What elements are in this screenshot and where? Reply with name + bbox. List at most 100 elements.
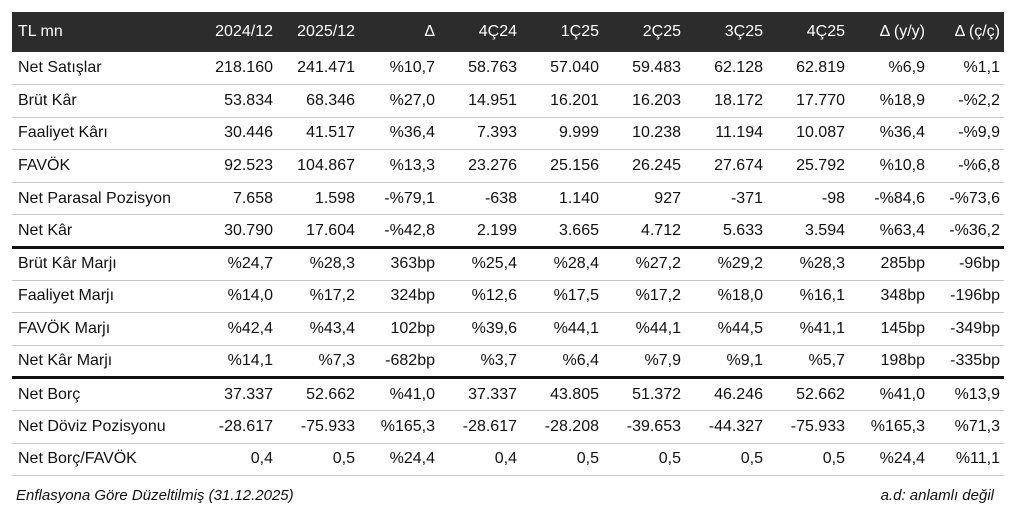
table-cell: 27.674 xyxy=(714,157,763,175)
table-cell: %17,2 xyxy=(635,287,681,305)
table-cell: 145bp xyxy=(880,320,926,338)
table-cell: %1,1 xyxy=(963,59,1000,77)
table-header: TL mn 2024/12 2025/12 Δ 4Ç24 1Ç25 2Ç25 3… xyxy=(12,12,1004,52)
table-cell: %10,7 xyxy=(389,59,435,77)
table-cell: %28,3 xyxy=(767,246,849,281)
table-cell: 37.337 xyxy=(197,376,277,411)
column-header: 2025/12 xyxy=(297,23,355,40)
row-label: Faaliyet Kârı xyxy=(18,124,108,142)
table-cell: 26.245 xyxy=(632,157,681,175)
table-cell: 7.658 xyxy=(232,189,273,207)
table-cell: -75.933 xyxy=(790,417,845,435)
table-cell: 62.819 xyxy=(796,59,845,77)
column-header: Δ xyxy=(424,23,435,40)
table-cell: -96bp xyxy=(929,246,1004,281)
row-label: Brüt Kâr xyxy=(18,91,77,109)
table-cell: -%2,2 xyxy=(958,91,1000,109)
table-cell: 52.662 xyxy=(277,376,359,411)
table-cell: %10,8 xyxy=(879,157,925,175)
table-cell: %24,7 xyxy=(197,246,277,281)
table-cell: -28.617 xyxy=(218,417,273,435)
table-cell: 1.140 xyxy=(558,189,599,207)
column-header: 3Ç25 xyxy=(724,23,763,40)
table-cell: 16.201 xyxy=(550,91,599,109)
table-cell: 16.203 xyxy=(632,91,681,109)
table-cell: 363bp xyxy=(359,246,439,281)
table-cell: 68.346 xyxy=(306,91,355,109)
table-row: Net Kâr 30.790 17.604 -%42,8 2.199 3.665 4.712… xyxy=(12,215,1004,248)
table-row: Net Borç/FAVÖK 0,4 0,5 %24,4 0,4 0,5 0,5 0,5 0,5… xyxy=(12,443,1004,476)
table-cell: 53.834 xyxy=(224,91,273,109)
row-label: Net Borç/FAVÖK xyxy=(18,450,137,468)
table-cell: 324bp xyxy=(390,287,436,305)
column-header: TL mn xyxy=(18,23,63,40)
table-cell: 0,4 xyxy=(494,450,517,468)
table-cell: %44,5 xyxy=(717,320,763,338)
table-cell: %41,0 xyxy=(849,376,929,411)
table-cell: %24,4 xyxy=(389,450,435,468)
table-cell: %165,3 xyxy=(380,417,435,435)
table-cell: -196bp xyxy=(950,287,1000,305)
table-cell: 25.156 xyxy=(550,157,599,175)
table-cell: 11.194 xyxy=(715,124,763,142)
table-cell: 58.763 xyxy=(468,59,517,77)
table-cell: 0,5 xyxy=(822,450,845,468)
table-cell: 104.867 xyxy=(297,157,355,175)
table-cell: %39,6 xyxy=(471,320,517,338)
table-cell: 241.471 xyxy=(297,59,355,77)
table-cell: 4.712 xyxy=(640,221,681,239)
row-label: Net Döviz Pozisyonu xyxy=(18,417,166,435)
table-cell: %41,1 xyxy=(799,320,845,338)
table-cell: %18,9 xyxy=(879,91,925,109)
column-header: 1Ç25 xyxy=(560,23,599,40)
table-cell: 218.160 xyxy=(215,59,273,77)
table-cell: 7.393 xyxy=(476,124,517,142)
table-cell: 0,5 xyxy=(658,450,681,468)
table-cell: -%9,9 xyxy=(958,124,1000,142)
table-cell: 3.594 xyxy=(804,221,845,239)
table-cell: 46.246 xyxy=(685,376,767,411)
table-cell: %11,1 xyxy=(955,450,1000,468)
table-cell: 30.446 xyxy=(224,124,273,142)
table-cell: -%36,2 xyxy=(949,221,1000,239)
table-cell: -%73,6 xyxy=(949,189,1000,207)
column-header: 2Ç25 xyxy=(642,23,681,40)
table-cell: -75.933 xyxy=(300,417,355,435)
table-row: Net Parasal Pozisyon 7.658 1.598 -%79,1 -638… xyxy=(12,182,1004,215)
column-header: Δ (y/y) xyxy=(879,23,925,40)
table-cell: 30.790 xyxy=(224,221,273,239)
table-row: Faaliyet Marjı %14,0 %17,2 324bp %12,6 %17,5%… xyxy=(12,280,1004,313)
table-cell: %42,4 xyxy=(227,320,273,338)
table-cell: 51.372 xyxy=(603,376,685,411)
table-row: FAVÖK 92.523 104.867 %13,3 23.276 25.156 26.24… xyxy=(12,150,1004,183)
column-header: 4Ç25 xyxy=(806,23,845,40)
table-cell: -%42,8 xyxy=(384,221,435,239)
table-cell: -349bp xyxy=(950,320,1000,338)
table-cell: %44,1 xyxy=(635,320,681,338)
table-cell: -335bp xyxy=(950,352,1000,370)
table-cell: %7,9 xyxy=(644,352,681,370)
table-cell: -28.617 xyxy=(462,417,517,435)
table-row: FAVÖK Marjı %42,4 %43,4 102bp %39,6 %44,1 %44,… xyxy=(12,313,1004,346)
table-cell: %3,7 xyxy=(480,352,517,370)
table-cell: %44,1 xyxy=(553,320,599,338)
table-cell: %17,5 xyxy=(553,287,599,305)
table-cell: 102bp xyxy=(390,320,436,338)
table-cell: 10.087 xyxy=(796,124,845,142)
table-cell: %12,6 xyxy=(471,287,517,305)
table-cell: %28,3 xyxy=(277,246,359,281)
row-label: Net Kâr Marjı xyxy=(18,352,113,370)
table-cell: 25.792 xyxy=(796,157,845,175)
table-cell: -28.208 xyxy=(544,417,599,435)
column-header: 4Ç24 xyxy=(478,23,517,40)
column-header: 2024/12 xyxy=(215,23,273,40)
table-cell: %13,9 xyxy=(929,376,1004,411)
table-cell: %6,9 xyxy=(888,59,925,77)
table-cell: 927 xyxy=(654,189,681,207)
table-cell: -371 xyxy=(730,189,763,207)
table-cell: -638 xyxy=(484,189,517,207)
financial-table: TL mn 2024/12 2025/12 Δ 4Ç24 1Ç25 2Ç25 3… xyxy=(12,12,1004,476)
table-cell: %41,0 xyxy=(359,376,439,411)
footer-legend: a.d: anlamlı değil xyxy=(880,487,994,504)
table-cell: -%6,8 xyxy=(958,157,1000,175)
